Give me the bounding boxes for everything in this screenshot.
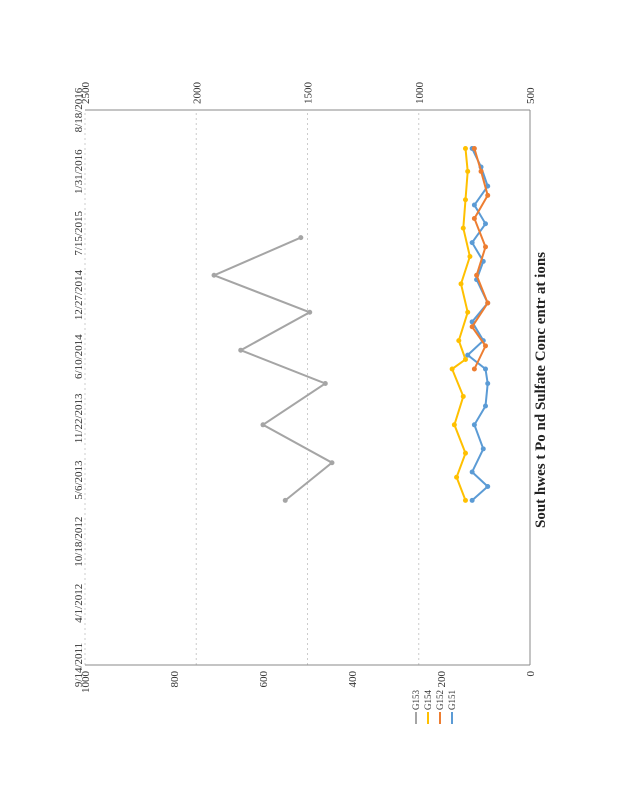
x-tick-label-4: 11/22/2013 bbox=[73, 393, 85, 443]
legend-label-G152: G152 bbox=[435, 690, 445, 710]
point-G154-3 bbox=[451, 422, 457, 428]
point-G151-1 bbox=[485, 483, 491, 489]
legend-label-G153: G153 bbox=[411, 690, 421, 710]
x-tick-label-6: 12/27/2014 bbox=[73, 269, 85, 320]
point-G152-7 bbox=[485, 192, 491, 198]
x-tick-label-9: 8/18/2016 bbox=[73, 87, 85, 132]
x-tick-label-7: 7/15/2015 bbox=[73, 211, 85, 256]
left-axis-ticks: 0 200 400 600 800 1000 bbox=[80, 671, 537, 694]
point-G152-5 bbox=[483, 244, 488, 250]
point-G151-0 bbox=[469, 497, 475, 503]
x-tick-label-2: 10/18/2012 bbox=[73, 517, 85, 567]
x-axis-ticks: 9/14/2011 4/1/2012 10/18/2012 5/6/2013 11/22… bbox=[73, 87, 85, 687]
point-G153-3 bbox=[322, 380, 328, 386]
point-G153-1 bbox=[329, 460, 335, 466]
point-G154-5 bbox=[449, 366, 455, 372]
point-G153-7 bbox=[298, 235, 304, 241]
point-G154-0 bbox=[462, 497, 468, 503]
right-tick-label-1: 1000 bbox=[414, 82, 426, 105]
point-G154-6 bbox=[462, 356, 468, 362]
point-G153-2 bbox=[260, 422, 266, 428]
left-tick-label-5: 1000 bbox=[80, 671, 92, 694]
right-tick-label-3: 2000 bbox=[191, 82, 203, 105]
point-G152-0 bbox=[471, 366, 477, 372]
left-tick-label-4: 800 bbox=[169, 671, 181, 688]
point-G152-4 bbox=[474, 272, 480, 278]
left-tick-label-3: 600 bbox=[258, 671, 270, 688]
chart-title: Sout hwes t Po nd Sulfate Conc entr at i… bbox=[533, 252, 549, 528]
point-G151-4 bbox=[471, 422, 477, 428]
point-G151-15 bbox=[483, 221, 488, 227]
point-G152-2 bbox=[469, 324, 475, 330]
gridlines bbox=[84, 109, 531, 666]
point-G151-14 bbox=[469, 240, 475, 246]
left-tick-label-1: 200 bbox=[436, 671, 448, 688]
x-tick-label-0: 9/14/2011 bbox=[73, 643, 85, 687]
point-G154-13 bbox=[465, 168, 471, 174]
x-tick-label-3: 5/6/2013 bbox=[73, 460, 85, 500]
point-G152-3 bbox=[485, 300, 491, 306]
series-line-G152 bbox=[470, 148, 489, 370]
point-G151-2 bbox=[469, 469, 475, 475]
legend-label-G151: G151 bbox=[447, 690, 457, 710]
point-G154-10 bbox=[467, 253, 473, 259]
left-tick-label-2: 400 bbox=[347, 671, 359, 688]
point-G151-8 bbox=[465, 352, 471, 358]
point-G151-3 bbox=[480, 446, 486, 452]
right-axis-ticks: 500 1000 1500 2000 2500 bbox=[80, 82, 537, 105]
point-G153-4 bbox=[238, 347, 244, 353]
point-G152-6 bbox=[471, 216, 477, 222]
series-line-G153 bbox=[211, 236, 334, 502]
x-tick-label-5: 6/10/2014 bbox=[73, 334, 85, 379]
point-G153-6 bbox=[211, 272, 217, 278]
point-G154-1 bbox=[454, 474, 460, 480]
point-G153-5 bbox=[307, 309, 313, 315]
point-G154-7 bbox=[456, 338, 462, 344]
left-tick-label-0: 0 bbox=[525, 671, 537, 677]
point-G154-9 bbox=[458, 281, 464, 287]
point-G154-8 bbox=[465, 309, 471, 315]
x-tick-label-8: 1/31/2016 bbox=[73, 149, 85, 194]
point-G154-2 bbox=[462, 450, 468, 456]
point-G152-1 bbox=[483, 343, 488, 349]
right-tick-label-2: 1500 bbox=[303, 82, 315, 105]
series-lines bbox=[211, 146, 491, 503]
point-G152-8 bbox=[478, 168, 484, 174]
point-G151-5 bbox=[483, 403, 488, 409]
point-G154-11 bbox=[460, 225, 466, 231]
point-G154-14 bbox=[462, 146, 468, 152]
point-G153-0 bbox=[282, 497, 288, 503]
point-G154-12 bbox=[462, 197, 468, 203]
point-G151-6 bbox=[485, 380, 491, 386]
point-G152-9 bbox=[471, 146, 477, 152]
x-tick-label-1: 4/1/2012 bbox=[73, 584, 85, 623]
right-tick-label-0: 500 bbox=[525, 87, 537, 104]
right-tick-label-4: 2500 bbox=[80, 82, 92, 105]
point-G151-7 bbox=[483, 366, 488, 372]
series-line-G151 bbox=[466, 148, 490, 502]
point-G151-16 bbox=[471, 202, 477, 208]
legend-label-G154: G154 bbox=[423, 690, 433, 710]
point-G154-4 bbox=[460, 393, 466, 399]
